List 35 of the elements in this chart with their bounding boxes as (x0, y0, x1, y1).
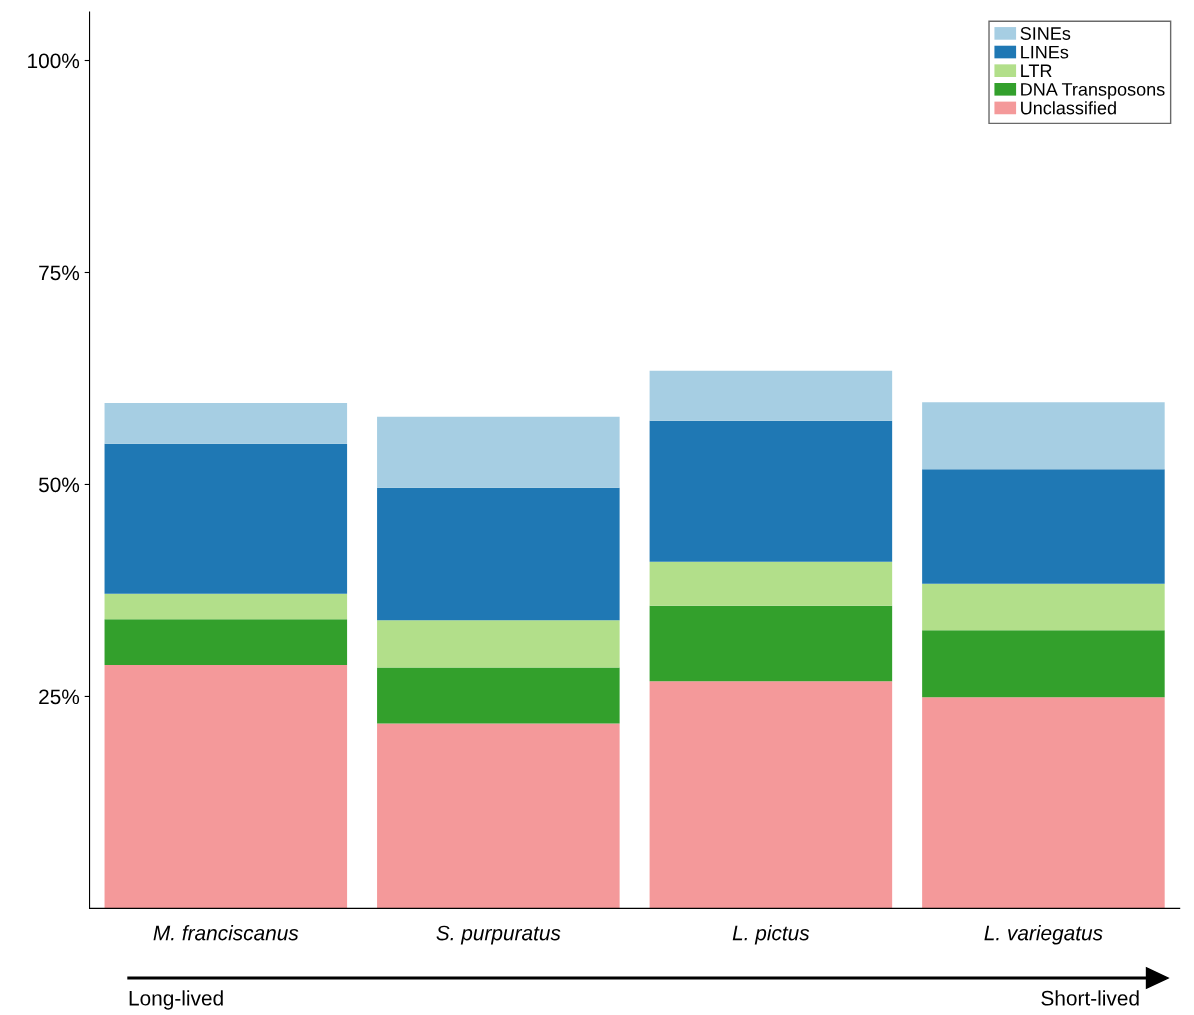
legend-label: LINEs (1021, 45, 1069, 59)
text: Short-lived (1041, 990, 1139, 1006)
legend-label: DNA Transposons (1021, 83, 1165, 100)
bar (649, 681, 893, 909)
legend-label: Unclassified (1021, 101, 1116, 115)
bar (922, 469, 1165, 584)
y-tick-label: 100% (28, 53, 80, 69)
bar (104, 443, 348, 594)
bar (922, 697, 1165, 909)
x-tick-label: L. pictus (732, 925, 810, 945)
legend-label: SINEs (1020, 27, 1071, 40)
bar (649, 605, 893, 682)
bar (922, 630, 1165, 698)
bar (104, 619, 348, 666)
bar (649, 420, 893, 562)
text: Long-lived (129, 990, 223, 1010)
bar (104, 665, 348, 909)
bar (377, 620, 620, 668)
bar (922, 402, 1165, 470)
bar (649, 561, 893, 606)
x-tick-label: S. purpuratus (436, 925, 561, 945)
legend-label: LTR (1021, 64, 1052, 77)
bar (922, 583, 1165, 631)
bar (377, 667, 620, 724)
y-tick-label: 75% (39, 265, 80, 281)
bar (377, 416, 620, 488)
x-tick-label: M. franciscanus (153, 925, 299, 941)
bar (104, 403, 348, 444)
x-tick-label: L. variegatus (984, 925, 1103, 945)
bar (649, 370, 893, 421)
bar (377, 723, 620, 909)
bar (104, 593, 348, 620)
bar (377, 487, 620, 621)
y-tick-label: 25% (39, 689, 80, 705)
y-tick-label: 50% (38, 477, 80, 493)
